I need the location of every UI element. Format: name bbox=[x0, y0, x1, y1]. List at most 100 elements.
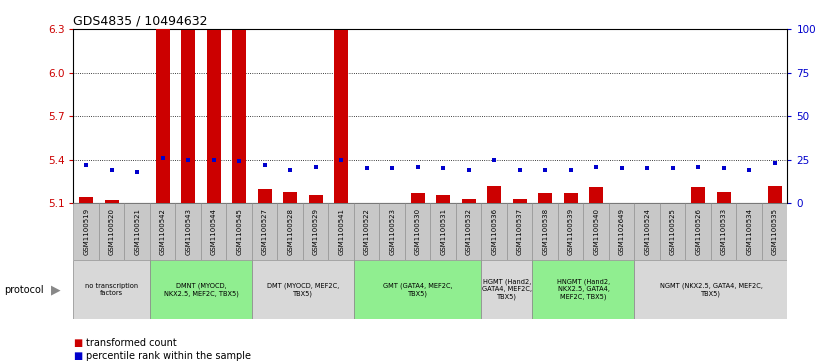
Text: DMT (MYOCD, MEF2C,
TBX5): DMT (MYOCD, MEF2C, TBX5) bbox=[267, 282, 339, 297]
Bar bbox=[104, 200, 118, 203]
Bar bbox=[481, 260, 533, 319]
Bar bbox=[507, 203, 533, 260]
Bar bbox=[206, 30, 220, 203]
Text: GSM1100520: GSM1100520 bbox=[109, 208, 115, 255]
Bar bbox=[150, 260, 252, 319]
Text: transformed count: transformed count bbox=[86, 338, 176, 348]
Bar bbox=[711, 203, 737, 260]
Bar bbox=[583, 203, 609, 260]
Bar bbox=[558, 203, 583, 260]
Bar bbox=[201, 203, 226, 260]
Bar bbox=[308, 195, 322, 203]
Text: GSM1100536: GSM1100536 bbox=[491, 208, 497, 255]
Bar bbox=[737, 203, 762, 260]
Bar bbox=[328, 203, 354, 260]
Bar bbox=[360, 203, 374, 208]
Text: GMT (GATA4, MEF2C,
TBX5): GMT (GATA4, MEF2C, TBX5) bbox=[383, 282, 453, 297]
Text: ■: ■ bbox=[73, 351, 82, 362]
Bar bbox=[462, 199, 476, 203]
Bar bbox=[258, 189, 272, 203]
Bar bbox=[335, 30, 348, 203]
Text: GSM1100534: GSM1100534 bbox=[746, 208, 752, 255]
Bar bbox=[768, 186, 782, 203]
Bar bbox=[487, 186, 501, 203]
Text: GSM1100537: GSM1100537 bbox=[517, 208, 523, 255]
Text: GSM1100523: GSM1100523 bbox=[389, 208, 395, 255]
Text: DMNT (MYOCD,
NKX2.5, MEF2C, TBX5): DMNT (MYOCD, NKX2.5, MEF2C, TBX5) bbox=[163, 282, 238, 297]
Bar bbox=[481, 203, 507, 260]
Bar bbox=[533, 260, 635, 319]
Bar bbox=[226, 203, 252, 260]
Text: protocol: protocol bbox=[4, 285, 44, 295]
Text: ▶: ▶ bbox=[51, 284, 61, 297]
Text: GSM1100544: GSM1100544 bbox=[211, 208, 217, 255]
Bar bbox=[762, 203, 787, 260]
Text: GSM1100535: GSM1100535 bbox=[772, 208, 778, 255]
Text: ■: ■ bbox=[73, 338, 82, 348]
Bar bbox=[131, 203, 144, 206]
Text: GSM1100533: GSM1100533 bbox=[721, 208, 727, 255]
Bar bbox=[405, 203, 431, 260]
Bar bbox=[283, 192, 297, 203]
Text: GSM1100519: GSM1100519 bbox=[83, 208, 89, 255]
Bar bbox=[533, 203, 558, 260]
Text: GSM1100542: GSM1100542 bbox=[160, 208, 166, 255]
Bar bbox=[175, 203, 201, 260]
Bar bbox=[437, 195, 450, 203]
Bar bbox=[233, 30, 246, 203]
Bar bbox=[79, 197, 93, 203]
Text: percentile rank within the sample: percentile rank within the sample bbox=[86, 351, 251, 362]
Text: GSM1100532: GSM1100532 bbox=[466, 208, 472, 255]
Text: GSM1100525: GSM1100525 bbox=[670, 208, 676, 255]
Bar bbox=[641, 203, 654, 208]
Bar bbox=[410, 193, 424, 203]
Bar bbox=[354, 260, 481, 319]
Bar bbox=[539, 193, 552, 203]
Bar bbox=[512, 199, 526, 203]
Text: GSM1100521: GSM1100521 bbox=[134, 208, 140, 255]
Text: GSM1100540: GSM1100540 bbox=[593, 208, 599, 255]
Text: GSM1102649: GSM1102649 bbox=[619, 208, 625, 255]
Text: GSM1100543: GSM1100543 bbox=[185, 208, 191, 255]
Bar bbox=[156, 29, 170, 203]
Bar bbox=[379, 203, 405, 260]
Bar bbox=[385, 203, 399, 205]
Text: NGMT (NKX2.5, GATA4, MEF2C,
TBX5): NGMT (NKX2.5, GATA4, MEF2C, TBX5) bbox=[659, 282, 762, 297]
Bar bbox=[716, 192, 730, 203]
Bar bbox=[277, 203, 303, 260]
Text: HNGMT (Hand2,
NKX2.5, GATA4,
MEF2C, TBX5): HNGMT (Hand2, NKX2.5, GATA4, MEF2C, TBX5… bbox=[557, 278, 610, 301]
Text: GSM1100529: GSM1100529 bbox=[313, 208, 319, 255]
Text: GSM1100539: GSM1100539 bbox=[568, 208, 574, 255]
Text: GSM1100541: GSM1100541 bbox=[338, 208, 344, 255]
Bar bbox=[614, 203, 628, 211]
Text: GDS4835 / 10494632: GDS4835 / 10494632 bbox=[73, 15, 208, 28]
Bar bbox=[564, 193, 578, 203]
Bar bbox=[635, 260, 787, 319]
Bar bbox=[124, 203, 150, 260]
Bar bbox=[660, 203, 685, 260]
Bar bbox=[635, 203, 660, 260]
Bar bbox=[609, 203, 635, 260]
Text: GSM1100531: GSM1100531 bbox=[440, 208, 446, 255]
Text: GSM1100524: GSM1100524 bbox=[644, 208, 650, 255]
Bar bbox=[99, 203, 124, 260]
Bar bbox=[456, 203, 481, 260]
Bar bbox=[73, 260, 150, 319]
Text: GSM1100526: GSM1100526 bbox=[695, 208, 701, 255]
Text: GSM1100530: GSM1100530 bbox=[415, 208, 421, 255]
Bar bbox=[743, 203, 756, 208]
Bar bbox=[150, 203, 175, 260]
Bar bbox=[354, 203, 379, 260]
Text: GSM1100528: GSM1100528 bbox=[287, 208, 293, 255]
Text: no transcription
factors: no transcription factors bbox=[85, 283, 138, 296]
Bar bbox=[666, 203, 680, 205]
Bar bbox=[431, 203, 456, 260]
Text: GSM1100522: GSM1100522 bbox=[364, 208, 370, 255]
Bar bbox=[303, 203, 328, 260]
Bar bbox=[589, 187, 603, 203]
Text: GSM1100538: GSM1100538 bbox=[542, 208, 548, 255]
Bar bbox=[252, 260, 354, 319]
Bar bbox=[685, 203, 711, 260]
Text: HGMT (Hand2,
GATA4, MEF2C,
TBX5): HGMT (Hand2, GATA4, MEF2C, TBX5) bbox=[482, 278, 532, 301]
Bar bbox=[181, 30, 195, 203]
